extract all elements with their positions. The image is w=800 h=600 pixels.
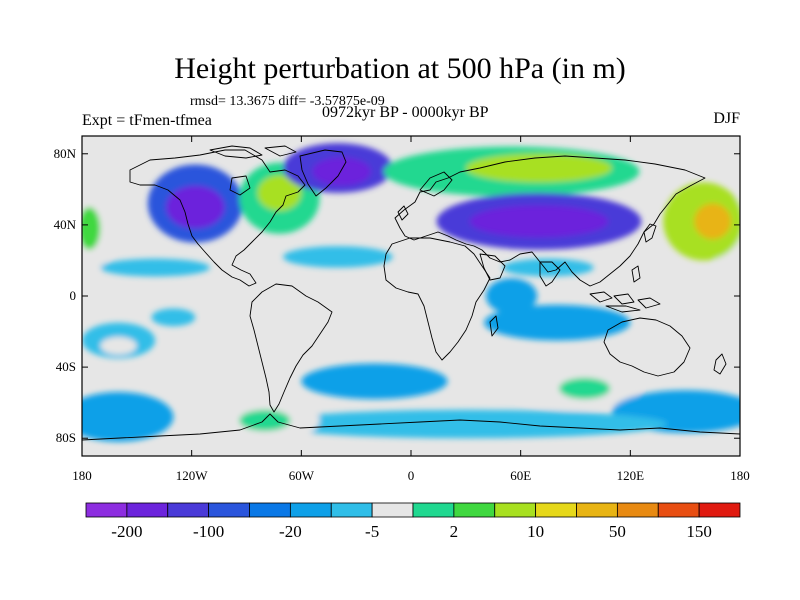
coast-africa bbox=[383, 237, 491, 361]
anomaly-field bbox=[82, 143, 740, 442]
anomaly-west-pacific-high-core bbox=[694, 203, 731, 240]
coastlines bbox=[82, 145, 740, 456]
coast-hudson-bay bbox=[229, 175, 251, 196]
coast-south-america bbox=[249, 283, 333, 413]
anomaly-indian-ocean-low bbox=[484, 304, 631, 341]
lon-tick-label: 60W bbox=[289, 468, 315, 483]
lon-tick-label: 0 bbox=[408, 468, 415, 483]
coast-eurasia bbox=[394, 155, 706, 287]
lat-tick-label: 0 bbox=[70, 288, 77, 303]
longitude-axis: 180 120W 60W 0 60E 120E 180 bbox=[72, 136, 750, 483]
coast-british-isles bbox=[397, 205, 409, 221]
lat-tick-label: 80S bbox=[56, 430, 76, 445]
anomaly-south-pacific-high-core bbox=[100, 336, 137, 355]
anomaly-subtropic-band-asia bbox=[502, 258, 594, 277]
anomaly-subtropic-band-pacific bbox=[100, 258, 210, 277]
coast-scandinavia bbox=[419, 171, 453, 197]
anomaly-north-atlantic-high-core bbox=[257, 175, 302, 211]
anomaly-north-america-low-core bbox=[166, 185, 225, 229]
stats-label: rmsd= 13.3675 diff= -3.57875e-09 bbox=[190, 94, 385, 109]
anomaly-arabian-low bbox=[485, 278, 538, 314]
coast-australia bbox=[603, 317, 691, 377]
coast-japan bbox=[643, 223, 657, 243]
lat-tick-label: 40S bbox=[56, 359, 76, 374]
lon-tick-label: 180 bbox=[72, 468, 92, 483]
anomaly-subtropic-band-atlantic bbox=[283, 246, 393, 268]
season-label: DJF bbox=[713, 110, 740, 127]
lon-tick-label: 120W bbox=[176, 468, 209, 483]
coast-philippines bbox=[631, 265, 641, 283]
anomaly-siberia-low-core bbox=[469, 205, 609, 238]
lon-tick-label: 120E bbox=[617, 468, 645, 483]
period-label: 0972kyr BP - 0000kyr BP bbox=[322, 104, 489, 121]
plot-title: Height perturbation at 500 hPa (in m) bbox=[174, 52, 626, 85]
coast-new-zealand bbox=[713, 353, 727, 375]
anomaly-central-pacific-high-core bbox=[82, 207, 101, 250]
coast-india bbox=[539, 261, 561, 287]
lon-tick-label: 60E bbox=[510, 468, 531, 483]
coast-greenland bbox=[299, 149, 347, 197]
experiment-label: Expt = tFmen-tfmea bbox=[82, 112, 212, 129]
anomaly-east-pacific-patch bbox=[151, 308, 196, 327]
coast-north-america bbox=[129, 149, 306, 287]
lat-tick-label: 40N bbox=[54, 217, 77, 232]
anomaly-greenland-low-core bbox=[312, 157, 371, 186]
anomaly-eurasia-arctic-high-core bbox=[465, 153, 613, 183]
lon-tick-label: 180 bbox=[730, 468, 750, 483]
lat-tick-label: 80N bbox=[54, 146, 77, 161]
anomaly-southern-ocean-low-west bbox=[82, 392, 174, 442]
coast-arctic-islands bbox=[209, 145, 297, 159]
anomaly-south-atlantic-low bbox=[301, 363, 448, 400]
coast-arabia bbox=[479, 253, 506, 281]
latitude-axis: 80N 40N 0 40S 80S bbox=[54, 146, 740, 445]
anomaly-south-indian-high-core bbox=[559, 377, 611, 400]
coast-madagascar bbox=[489, 315, 499, 337]
coast-antarctica bbox=[82, 413, 740, 456]
anomaly-southern-ocean-band bbox=[264, 409, 667, 439]
coast-indonesia bbox=[589, 291, 661, 313]
